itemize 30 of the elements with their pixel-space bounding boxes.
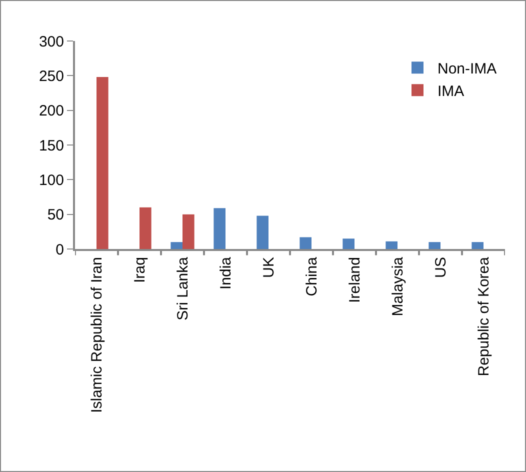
x-tick-label: India — [217, 256, 234, 290]
x-tick-label: Iraq — [131, 257, 148, 283]
y-tick-label: 50 — [47, 206, 64, 224]
x-tick-label: Ireland — [346, 257, 364, 303]
bar — [342, 238, 354, 249]
x-tick-label: US — [432, 257, 450, 278]
y-tick-label: 200 — [38, 102, 64, 120]
bar — [256, 216, 268, 249]
x-tick-label: Republic of Korea — [475, 256, 492, 376]
legend-label: IMA — [438, 83, 464, 100]
bar — [96, 77, 108, 249]
y-tick-label: 100 — [38, 172, 64, 189]
y-tick-label: 250 — [38, 68, 64, 85]
bar — [170, 242, 182, 249]
bar — [214, 208, 226, 249]
x-tick-label: Sri Lanka — [174, 256, 192, 320]
x-tick-label: UK — [260, 257, 278, 278]
x-tick-label: Malaysia — [389, 256, 406, 316]
x-tick-label: Islamic Republic of Iran — [88, 257, 106, 413]
y-tick-label: 300 — [38, 33, 64, 50]
bar — [300, 237, 312, 249]
bar — [386, 241, 398, 249]
x-tick-label: China — [303, 256, 320, 296]
legend-label: Non-IMA — [438, 60, 497, 78]
bar — [428, 242, 440, 249]
bar — [182, 214, 194, 249]
y-tick-label: 0 — [56, 241, 64, 258]
y-tick-label: 150 — [38, 137, 64, 154]
bar — [140, 207, 152, 249]
bar — [472, 242, 484, 249]
